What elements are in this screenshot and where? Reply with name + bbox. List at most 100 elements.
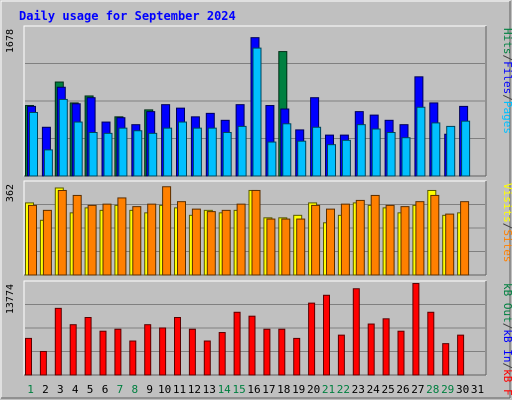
x-axis-label-11: 11 xyxy=(173,383,186,396)
bar-pages-day-17 xyxy=(267,141,277,177)
bar-pages-day-15 xyxy=(237,125,247,177)
x-axis-label-26: 26 xyxy=(396,383,409,396)
bar-kb-f-day-8 xyxy=(129,340,137,376)
bar-sites-day-23 xyxy=(355,199,365,276)
panel-1-legend: Hits/Files/Pages xyxy=(501,28,512,134)
bar-kb-f-day-16 xyxy=(248,315,256,376)
bar-kb-f-day-4 xyxy=(69,324,77,376)
bar-kb-f-day-11 xyxy=(174,317,181,376)
bar-sites-day-19 xyxy=(296,218,306,276)
x-axis-label-29: 29 xyxy=(441,383,454,396)
bar-pages-day-12 xyxy=(192,127,202,177)
panel-2-legend: Visits/Sites xyxy=(501,183,512,263)
bar-sites-day-30 xyxy=(460,201,470,276)
bar-kb-f-day-3 xyxy=(54,307,62,376)
x-axis-label-28: 28 xyxy=(426,383,439,396)
bar-kb-f-day-7 xyxy=(114,328,122,376)
x-axis-label-16: 16 xyxy=(247,383,260,396)
bar-sites-day-18 xyxy=(281,218,291,276)
bar-kb-f-day-21 xyxy=(323,294,330,376)
bar-pages-day-26 xyxy=(401,137,411,177)
x-axis-label-2: 2 xyxy=(42,383,49,396)
bar-pages-day-18 xyxy=(282,123,292,177)
bar-pages-day-3 xyxy=(58,98,68,177)
bar-pages-day-28 xyxy=(431,122,441,177)
bar-kb-f-day-9 xyxy=(144,324,152,376)
bar-sites-day-22 xyxy=(340,203,350,276)
bar-pages-day-5 xyxy=(88,131,98,177)
x-axis-label-5: 5 xyxy=(87,383,94,396)
bar-pages-day-8 xyxy=(133,130,143,177)
chart-title: Daily usage for September 2024 xyxy=(19,9,236,23)
x-axis-label-4: 4 xyxy=(72,383,79,396)
x-axis-label-13: 13 xyxy=(203,383,216,396)
bar-sites-day-27 xyxy=(415,201,425,276)
bar-kb-f-day-29 xyxy=(442,343,450,376)
bar-sites-day-10 xyxy=(162,186,172,276)
bar-kb-f-day-5 xyxy=(84,317,92,376)
bar-pages-day-11 xyxy=(178,121,187,177)
bar-sites-day-21 xyxy=(326,208,335,276)
panel-1-y-max-label: 1678 xyxy=(5,29,16,53)
bar-kb-f-day-22 xyxy=(337,334,345,376)
bar-pages-day-29 xyxy=(446,125,456,177)
bar-kb-f-day-6 xyxy=(99,330,107,376)
bar-sites-day-15 xyxy=(236,203,246,276)
bar-kb-f-day-24 xyxy=(367,323,375,376)
bar-pages-day-22 xyxy=(341,139,351,177)
bar-sites-day-1 xyxy=(28,204,37,276)
bar-kb-f-day-25 xyxy=(382,318,390,376)
bar-sites-day-8 xyxy=(132,206,142,276)
bar-kb-f-day-20 xyxy=(308,302,316,376)
bar-sites-day-4 xyxy=(72,194,82,276)
bar-kb-f-day-18 xyxy=(278,328,286,376)
x-axis-label-1: 1 xyxy=(27,383,34,396)
bar-sites-day-20 xyxy=(311,204,321,276)
bar-pages-day-9 xyxy=(148,132,158,177)
bar-sites-day-26 xyxy=(400,206,410,276)
bar-kb-f-day-30 xyxy=(457,334,465,376)
panel-3-legend-item: / xyxy=(501,323,512,330)
x-axis-label-7: 7 xyxy=(117,383,124,396)
panel-1-legend-item: / xyxy=(501,94,512,101)
bar-pages-day-24 xyxy=(371,128,381,177)
bar-pages-day-13 xyxy=(207,127,217,177)
bar-pages-day-14 xyxy=(222,131,232,177)
bar-sites-day-14 xyxy=(221,209,231,276)
panel-2-y-max-label: 362 xyxy=(5,184,16,202)
bar-kb-f-day-12 xyxy=(188,328,196,376)
bar-sites-day-17 xyxy=(266,218,276,276)
bar-sites-day-25 xyxy=(385,204,395,276)
bar-kb-f-day-27 xyxy=(412,283,420,376)
x-axis-label-8: 8 xyxy=(131,383,138,396)
panel-1-legend-item: Files xyxy=(501,61,512,94)
x-axis-label-10: 10 xyxy=(158,383,171,396)
bar-pages-day-10 xyxy=(163,127,173,177)
bar-kb-f-day-2 xyxy=(39,350,47,376)
x-axis-label-22: 22 xyxy=(337,383,350,396)
x-axis-label-19: 19 xyxy=(292,383,305,396)
x-axis-label-25: 25 xyxy=(381,383,394,396)
bar-pages-day-7 xyxy=(118,127,128,177)
bar-pages-day-30 xyxy=(461,120,471,177)
bar-sites-day-12 xyxy=(191,208,201,276)
x-axis-label-3: 3 xyxy=(57,383,64,396)
bar-sites-day-6 xyxy=(102,203,112,276)
bar-kb-f-day-28 xyxy=(427,311,435,376)
x-axis-label-18: 18 xyxy=(277,383,290,396)
x-axis-label-6: 6 xyxy=(102,383,109,396)
panel-3-legend-item: / xyxy=(501,363,512,370)
bar-kb-f-day-19 xyxy=(293,337,301,376)
panel-2-legend-item: / xyxy=(501,223,512,230)
panel-3-y-max-label: 13774 xyxy=(5,284,16,314)
x-axis-label-27: 27 xyxy=(411,383,424,396)
bar-sites-day-13 xyxy=(206,211,216,276)
bar-pages-day-21 xyxy=(327,144,336,177)
bar-kb-f-day-13 xyxy=(203,340,211,376)
x-axis-label-14: 14 xyxy=(218,383,232,396)
bar-kb-f-day-17 xyxy=(263,328,271,376)
bar-kb-f-day-23 xyxy=(352,288,360,376)
x-axis-label-30: 30 xyxy=(456,383,469,396)
x-axis-label-21: 21 xyxy=(322,383,335,396)
